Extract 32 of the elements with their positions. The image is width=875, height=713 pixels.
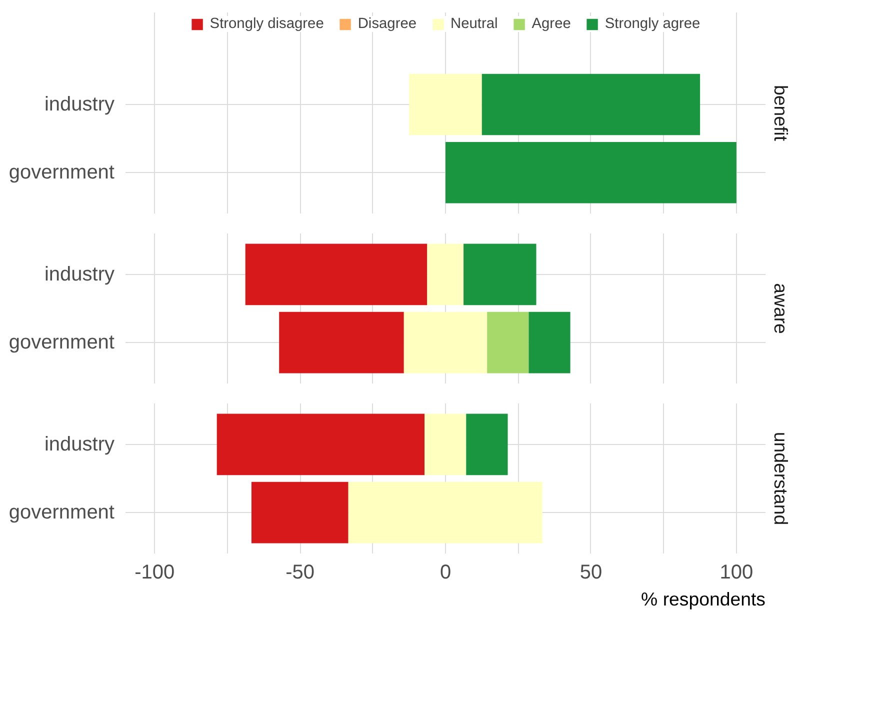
legend-label: Neutral — [450, 16, 498, 32]
bar — [279, 312, 404, 374]
bar — [528, 312, 570, 374]
y-tick-label: government — [8, 332, 115, 354]
text: aware — [770, 283, 792, 334]
bar — [348, 482, 542, 544]
bar — [404, 312, 488, 374]
x-tick-label: 50 — [580, 562, 602, 584]
text: benefit — [770, 84, 792, 142]
bar — [216, 414, 425, 476]
bar — [487, 312, 529, 374]
legend-label: Disagree — [358, 16, 417, 32]
x-tick-label: -100 — [134, 562, 175, 584]
y-tick-label: government — [8, 162, 115, 184]
bar — [245, 244, 428, 306]
x-tick-label: 100 — [720, 562, 754, 584]
bar — [466, 414, 508, 476]
bar — [424, 414, 466, 476]
y-tick-label: industry — [44, 93, 114, 116]
text: understand — [770, 432, 792, 526]
bar — [427, 244, 464, 306]
y-tick-label: industry — [44, 433, 114, 456]
legend-label: Strongly agree — [604, 16, 700, 32]
x-tick-label: 0 — [440, 562, 452, 584]
legend-label: Agree — [532, 16, 571, 32]
legend-label: Strongly disagree — [210, 16, 324, 32]
y-tick-label: industry — [44, 263, 114, 286]
bar — [464, 244, 536, 306]
bar — [251, 482, 348, 544]
x-axis-title: % respondents — [641, 588, 766, 610]
x-tick-label: -50 — [286, 562, 314, 584]
y-tick-label: government — [8, 502, 115, 524]
